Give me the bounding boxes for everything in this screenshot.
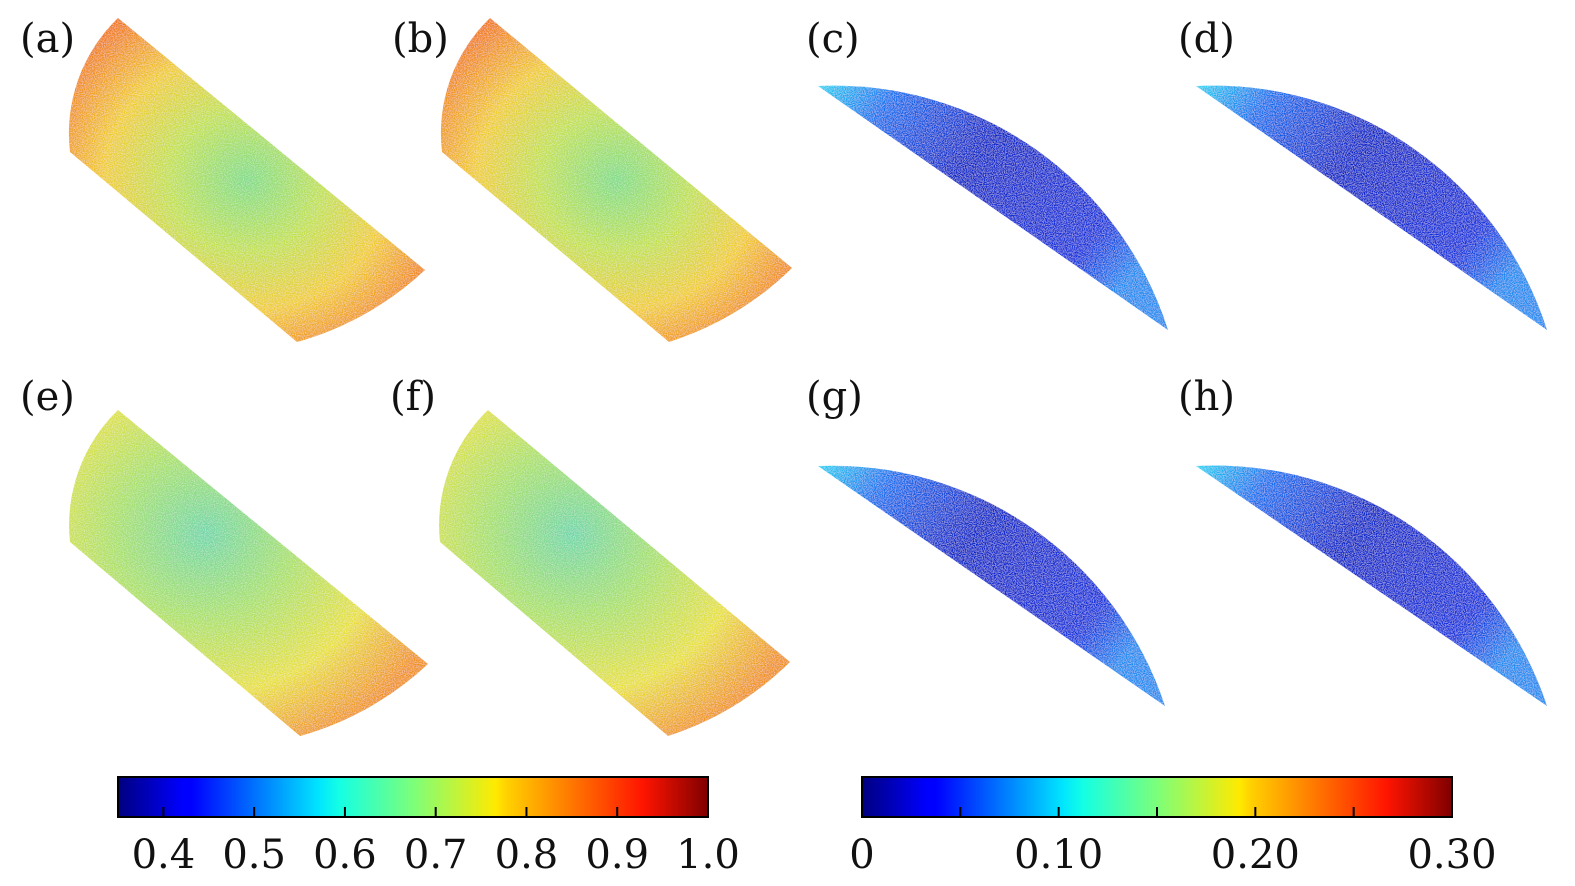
panel-b-label: (b) bbox=[392, 16, 449, 62]
panel-h: (h) bbox=[1178, 374, 1547, 706]
panel-e-map bbox=[69, 410, 429, 736]
panel-h-map bbox=[1196, 465, 1547, 706]
colorbar-second-tick-label: 0.20 bbox=[1211, 832, 1300, 878]
panel-b: (b) bbox=[392, 16, 792, 342]
panel-f-map bbox=[439, 410, 790, 736]
panel-a-label: (a) bbox=[20, 16, 75, 62]
panel-d: (d) bbox=[1178, 16, 1547, 331]
colorbar-second-tick-label: 0.30 bbox=[1407, 832, 1496, 878]
colorbar-first-tick-label: 1.0 bbox=[676, 832, 740, 878]
colorbar-first-gradient bbox=[117, 776, 709, 818]
panel-e-label: (e) bbox=[20, 374, 75, 420]
colorbar-first-tick-label: 0.5 bbox=[222, 832, 286, 878]
colorbar-second: 0 0.10 0.20 0.30 bbox=[849, 776, 1497, 878]
panel-g-label: (g) bbox=[806, 374, 863, 420]
colorbar-first: 0.4 0.5 0.6 0.7 0.8 0.9 1.0 bbox=[117, 776, 740, 878]
panel-d-label: (d) bbox=[1178, 16, 1235, 62]
panel-b-map bbox=[440, 18, 792, 342]
panel-g: (g) bbox=[806, 374, 1165, 706]
colorbar-first-tick-label: 0.4 bbox=[132, 832, 196, 878]
panel-a: (a) bbox=[20, 16, 425, 342]
panel-c: (c) bbox=[806, 16, 1168, 331]
panel-e: (e) bbox=[20, 374, 429, 736]
panel-f: (f) bbox=[390, 374, 790, 736]
panel-a-map bbox=[68, 18, 425, 342]
colorbar-first-ticks: 0.4 0.5 0.6 0.7 0.8 0.9 1.0 bbox=[132, 807, 740, 878]
panel-c-label: (c) bbox=[806, 16, 860, 62]
panel-g-map bbox=[818, 465, 1165, 706]
colorbar-second-tick-label: 0 bbox=[849, 832, 874, 878]
panel-f-label: (f) bbox=[390, 374, 436, 420]
colorbar-second-tick-label: 0.10 bbox=[1014, 832, 1103, 878]
panel-h-label: (h) bbox=[1178, 374, 1235, 420]
panel-c-map bbox=[818, 85, 1168, 331]
colorbar-second-ticks: 0 0.10 0.20 0.30 bbox=[849, 807, 1497, 878]
colorbar-first-tick-label: 0.7 bbox=[404, 832, 468, 878]
colorbar-first-tick-label: 0.6 bbox=[313, 832, 377, 878]
panel-d-map bbox=[1196, 85, 1547, 331]
colorbar-first-tick-label: 0.9 bbox=[585, 832, 649, 878]
colorbar-first-tick-label: 0.8 bbox=[495, 832, 559, 878]
